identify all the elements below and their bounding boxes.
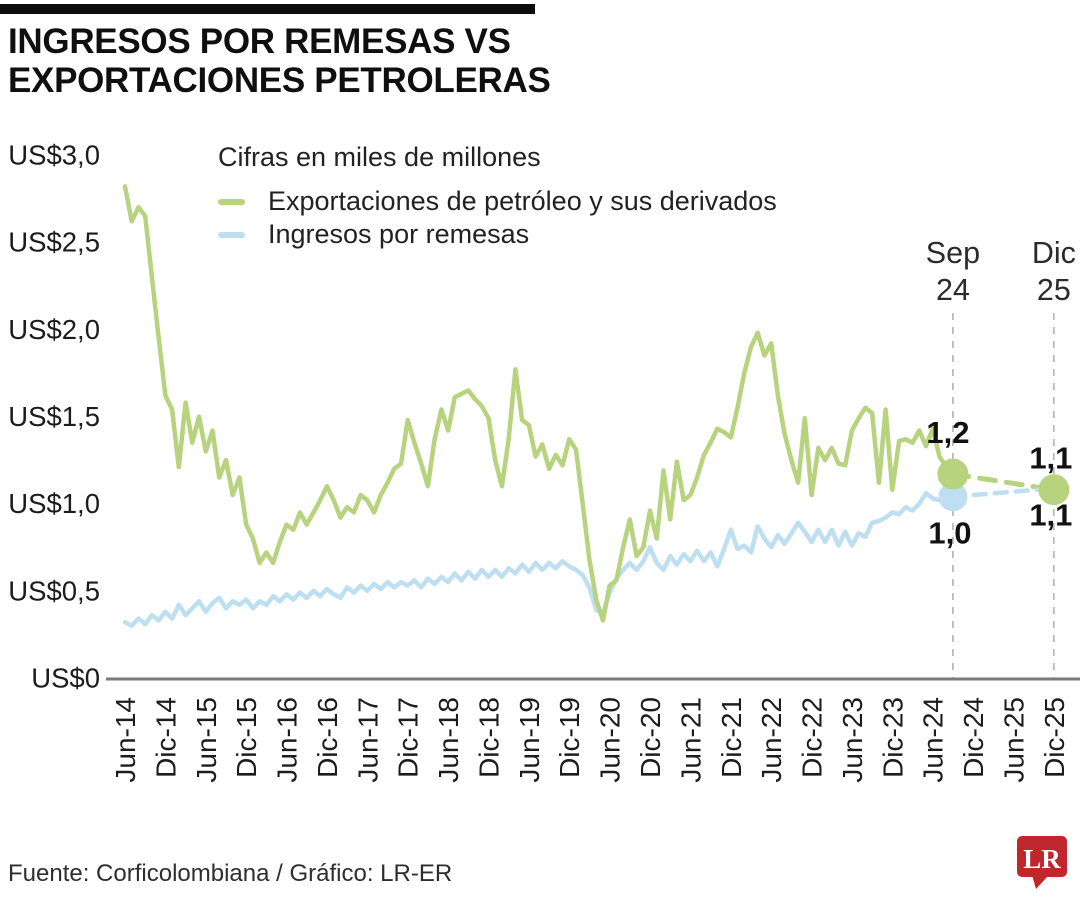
value-label-dic25-exportaciones: 1,1 bbox=[1029, 441, 1072, 476]
x-tick-label-Dic-14: Dic-14 bbox=[150, 697, 181, 778]
remesas-projection-dashed bbox=[950, 486, 1050, 499]
y-tick-label-5: US$0,5 bbox=[8, 575, 100, 606]
x-tick-label-Jun-18: Jun-18 bbox=[433, 697, 464, 783]
legend-item-remesas: Ingresos por remesas bbox=[218, 218, 777, 251]
legend: Cifras en miles de millones Exportacione… bbox=[218, 142, 777, 251]
x-tick-label-Jun-17: Jun-17 bbox=[352, 697, 383, 783]
lr-logo: LR bbox=[1017, 836, 1067, 889]
lr-logo-bubble bbox=[1017, 836, 1067, 877]
exportaciones-dot-sep24 bbox=[937, 458, 969, 490]
legend-label-exportaciones: Exportaciones de petróleo y sus derivado… bbox=[268, 186, 777, 216]
marker-label-dic25-1: 25 bbox=[1037, 273, 1071, 307]
exportaciones-line bbox=[122, 184, 956, 623]
x-tick-label-Dic-25: Dic-25 bbox=[1039, 697, 1070, 778]
legend-swatch-remesas bbox=[218, 231, 245, 238]
lr-logo-tail bbox=[1032, 875, 1049, 889]
x-tick-label-Jun-16: Jun-16 bbox=[272, 697, 303, 783]
x-tick-label-Dic-15: Dic-15 bbox=[231, 697, 262, 778]
x-tick-label-Dic-17: Dic-17 bbox=[393, 697, 424, 778]
x-tick-label-Jun-20: Jun-20 bbox=[595, 697, 626, 783]
y-tick-label-3: US$1,5 bbox=[8, 401, 100, 432]
legend-item-exportaciones: Exportaciones de petróleo y sus derivado… bbox=[218, 185, 777, 218]
lr-logo-text: LR bbox=[1023, 844, 1061, 874]
page-title-line1: INGRESOS POR REMESAS VS bbox=[8, 22, 511, 61]
value-label-sep24-remesas: 1,0 bbox=[928, 516, 971, 551]
source-credit: Fuente: Corficolombiana / Gráfico: LR-ER bbox=[8, 860, 453, 887]
remesas-dot-sep24 bbox=[938, 482, 968, 512]
x-tick-label-Jun-24: Jun-24 bbox=[918, 697, 949, 783]
x-tick-label-Dic-18: Dic-18 bbox=[473, 697, 504, 778]
x-tick-label-Jun-15: Jun-15 bbox=[191, 697, 222, 783]
exportaciones-dot-dic25 bbox=[1038, 474, 1070, 506]
x-tick-label-Jun-21: Jun-21 bbox=[675, 697, 706, 783]
x-tick-label-Dic-19: Dic-19 bbox=[554, 697, 585, 778]
remesas-line bbox=[122, 490, 956, 628]
legend-label-remesas: Ingresos por remesas bbox=[268, 219, 530, 249]
y-tick-label-1: US$2,5 bbox=[8, 227, 100, 258]
marker-label-dic25-0: Dic bbox=[1032, 236, 1076, 270]
x-tick-label-Jun-23: Jun-23 bbox=[837, 697, 868, 783]
page-title: INGRESOS POR REMESAS VS EXPORTACIONES PE… bbox=[8, 22, 551, 100]
value-label-dic25-remesas: 1,1 bbox=[1029, 498, 1072, 533]
marker-label-sep24-0: Sep bbox=[926, 236, 980, 270]
x-tick-label-Dic-23: Dic-23 bbox=[877, 697, 908, 778]
x-tick-label-Jun-25: Jun-25 bbox=[998, 697, 1029, 783]
x-tick-label-Dic-21: Dic-21 bbox=[716, 697, 747, 778]
value-label-sep24-exportaciones: 1,2 bbox=[926, 415, 969, 450]
y-tick-label-2: US$2,0 bbox=[8, 314, 100, 345]
x-tick-label-Jun-14: Jun-14 bbox=[110, 697, 141, 783]
legend-swatch-exportaciones bbox=[218, 198, 245, 205]
x-tick-label-Dic-22: Dic-22 bbox=[797, 697, 828, 778]
y-tick-label-6: US$0 bbox=[31, 663, 100, 694]
page-title-line2: EXPORTACIONES PETROLERAS bbox=[8, 61, 551, 100]
marker-label-sep24-1: 24 bbox=[936, 273, 970, 307]
x-tick-label-Jun-19: Jun-19 bbox=[514, 697, 545, 783]
x-tick-label-Dic-16: Dic-16 bbox=[312, 697, 343, 778]
legend-items: Exportaciones de petróleo y sus derivado… bbox=[218, 185, 777, 251]
y-tick-label-4: US$1,0 bbox=[8, 488, 100, 519]
top-accent-bar bbox=[0, 4, 535, 14]
legend-subtitle: Cifras en miles de millones bbox=[218, 142, 541, 172]
y-tick-label-0: US$3,0 bbox=[8, 140, 100, 171]
x-tick-label-Dic-20: Dic-20 bbox=[635, 697, 666, 778]
exportaciones-projection-dashed bbox=[950, 471, 1057, 493]
x-tick-label-Dic-24: Dic-24 bbox=[958, 697, 989, 778]
x-tick-label-Jun-22: Jun-22 bbox=[756, 697, 787, 783]
